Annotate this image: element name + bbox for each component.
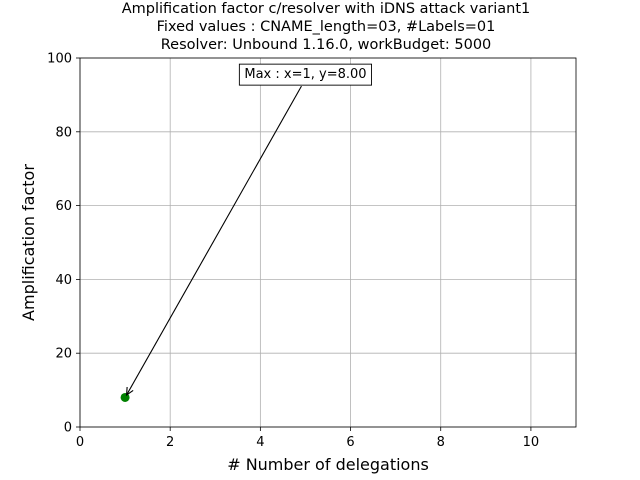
x-tick-label: 10 [523, 435, 540, 450]
x-tick-label: 2 [166, 435, 174, 450]
annotation-arrow-line [126, 85, 302, 396]
y-axis-label: Amplification factor [19, 164, 38, 321]
chart-title-line-1: Amplification factor c/resolver with iDN… [122, 1, 531, 17]
data-marks [120, 392, 130, 402]
y-tick-label: 40 [55, 273, 72, 288]
y-tick-label: 80 [55, 125, 72, 140]
chart-title: Amplification factor c/resolver with iDN… [122, 1, 531, 53]
y-tick-label: 0 [64, 421, 72, 436]
y-tick-label: 20 [55, 347, 72, 362]
y-tick-label: 100 [47, 52, 72, 67]
x-tick-label: 8 [437, 435, 445, 450]
x-tick-label: 0 [76, 435, 84, 450]
plot-frame [79, 57, 577, 428]
y-tick-label: 60 [55, 199, 72, 214]
data-point [120, 392, 130, 402]
x-tick-label: 4 [256, 435, 264, 450]
annotation-box [238, 63, 372, 86]
x-axis-label: # Number of delegations [227, 455, 429, 474]
chart-title-line-2: Fixed values : CNAME_length=03, #Labels=… [157, 19, 496, 35]
x-tick-label: 6 [346, 435, 354, 450]
annotation-label: Max : x=1, y=8.00 [244, 67, 366, 82]
annotation: Max : x=1, y=8.00 [125, 63, 372, 397]
grid [79, 57, 576, 428]
annotation-arrowhead [125, 386, 134, 397]
chart-title-line-3: Resolver: Unbound 1.16.0, workBudget: 50… [161, 37, 492, 53]
